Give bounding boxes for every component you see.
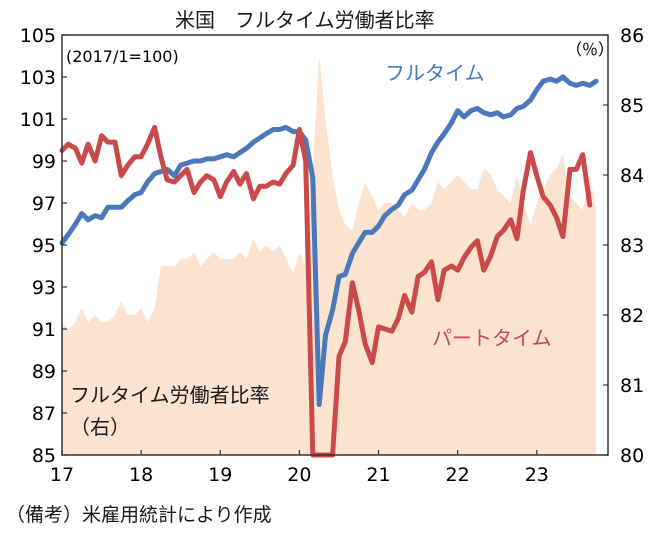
left-tick-label: 85	[32, 445, 56, 467]
annotation-ratio-right: （右）	[70, 415, 130, 439]
left-tick-label: 91	[32, 319, 56, 341]
right-tick-label: 81	[620, 375, 644, 397]
left-tick-label: 101	[20, 109, 56, 131]
right-tick-label: 80	[620, 445, 644, 467]
x-tick-label: 19	[208, 464, 232, 486]
x-tick-label: 21	[366, 464, 390, 486]
left-tick-label: 93	[32, 277, 56, 299]
left-tick-label: 97	[32, 193, 56, 215]
series-area-2	[62, 56, 597, 455]
source-note: （備考）米雇用統計により作成	[6, 504, 272, 526]
annotation-ratio: フルタイム労働者比率	[70, 383, 270, 407]
x-tick-label: 20	[287, 464, 311, 486]
right-tick-label: 82	[620, 305, 644, 327]
right-axis-unit: （％）	[566, 40, 614, 59]
right-tick-label: 83	[620, 235, 644, 257]
x-tick-label: 18	[129, 464, 153, 486]
left-tick-label: 99	[32, 151, 56, 173]
annotation-parttime: パートタイム	[432, 326, 552, 350]
left-tick-label: 105	[20, 25, 56, 47]
left-tick-label: 95	[32, 235, 56, 257]
chart-title: 米国 フルタイム労働者比率	[175, 8, 435, 32]
left-axis: 85 87 89 91 93 95 97 99 101 103 105	[20, 25, 67, 467]
left-tick-label: 103	[20, 67, 56, 89]
right-tick-label: 85	[620, 95, 644, 117]
annotation-fulltime: フルタイム	[385, 61, 485, 85]
series-line-0	[59, 74, 599, 408]
left-tick-label: 87	[32, 403, 56, 425]
x-axis: 17 18 19 20 21 22 23	[50, 450, 549, 486]
right-tick-label: 86	[620, 25, 644, 47]
x-tick-label: 22	[446, 464, 470, 486]
x-tick-label: 17	[50, 464, 74, 486]
area-layer	[62, 56, 597, 455]
right-axis: 80 81 82 83 84 85 86	[603, 25, 644, 467]
x-tick-label: 23	[525, 464, 549, 486]
left-tick-label: 89	[32, 361, 56, 383]
right-tick-label: 84	[620, 165, 644, 187]
left-axis-unit: (2017/1=100)	[66, 47, 179, 66]
